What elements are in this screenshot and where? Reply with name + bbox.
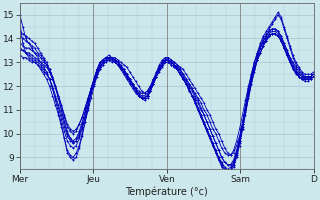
X-axis label: Température (°c): Température (°c) xyxy=(125,187,208,197)
